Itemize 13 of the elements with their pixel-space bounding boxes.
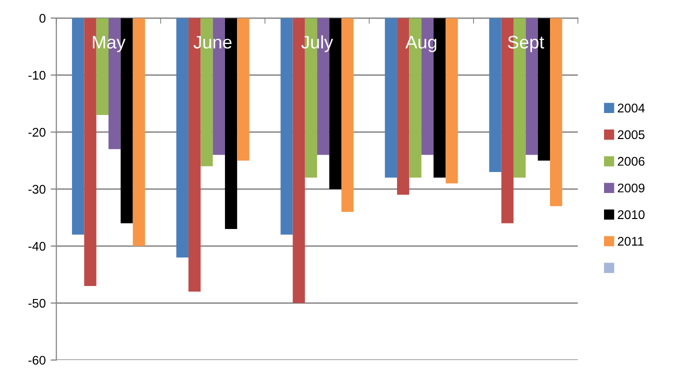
y-tick-label: 0 bbox=[39, 14, 46, 23]
legend-label: 2009 bbox=[618, 184, 644, 192]
y-tick-label: -30 bbox=[28, 184, 46, 194]
legend-label: 2004 bbox=[618, 104, 645, 112]
legend-label: 2010 bbox=[618, 210, 645, 220]
legend-label: 2005 bbox=[618, 130, 645, 140]
legend-label: 2006 bbox=[618, 156, 644, 166]
y-tick-label: -10 bbox=[28, 70, 46, 80]
legend-label: 2011 bbox=[618, 236, 644, 246]
y-tick-label: -40 bbox=[28, 242, 46, 251]
y-tick-label: -50 bbox=[28, 298, 46, 308]
y-tick-label: -20 bbox=[28, 128, 46, 137]
y-tick-label: -60 bbox=[28, 356, 46, 365]
